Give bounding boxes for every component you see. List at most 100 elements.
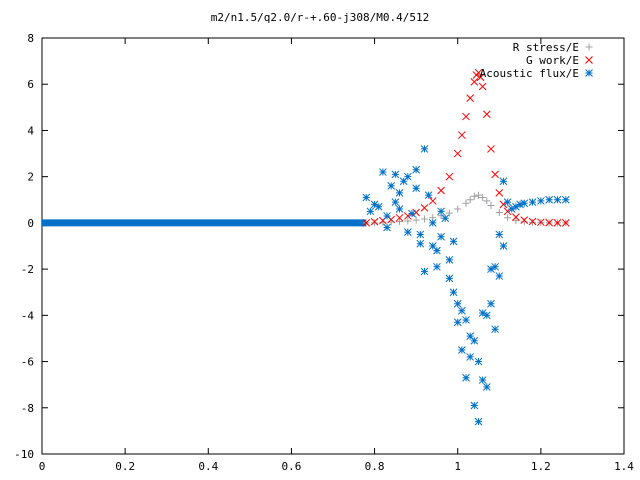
acoustic-flux-point: [491, 325, 499, 334]
acoustic-flux-point: [470, 401, 479, 410]
r-stress-point: [454, 205, 462, 213]
g-work-point: [428, 197, 437, 205]
acoustic-flux-point: [403, 228, 412, 236]
r-stress-point: [445, 209, 453, 217]
r-stress-point: [470, 192, 478, 200]
acoustic-flux-point: [437, 207, 445, 216]
acoustic-flux-point: [391, 170, 400, 179]
acoustic-flux-point: [408, 209, 416, 218]
r-stress-point: [512, 217, 520, 225]
legend-acoustic-flux-label: Acoustic flux/E: [480, 67, 579, 80]
legend-r-stress-marker: [585, 43, 593, 51]
r-stress-point: [466, 196, 474, 204]
acoustic-flux-point: [458, 346, 466, 354]
acoustic-flux-point: [366, 207, 375, 216]
acoustic-flux-point: [478, 309, 487, 317]
acoustic-flux-point: [370, 200, 379, 209]
axes: 0 0.2 0.4 0.6 0.8 1 1.2 1.4 -10 -8 -6 -4 -2 0 2 4 6 8: [14, 32, 634, 473]
acoustic-flux-point: [424, 191, 433, 200]
acoustic-flux-point: [561, 195, 570, 204]
acoustic-flux-point: [466, 353, 475, 361]
acoustic-flux-point: [453, 318, 462, 327]
acoustic-flux-point: [399, 177, 408, 186]
g-work-point: [561, 219, 570, 227]
r-stress-point: [483, 197, 491, 205]
g-work-point: [476, 73, 485, 82]
g-work-point: [462, 112, 470, 121]
r-stress-point: [495, 208, 503, 216]
acoustic-flux-point: [474, 417, 483, 426]
g-work-point: [453, 149, 462, 158]
acoustic-flux-point: [495, 272, 504, 280]
acoustic-flux-point: [512, 202, 520, 211]
acoustic-flux-point: [428, 242, 437, 250]
acoustic-flux-point: [553, 195, 562, 204]
g-work-point: [470, 78, 479, 86]
r-stress-point: [420, 215, 428, 223]
y-tick-label: 0: [27, 217, 34, 230]
r-stress-point: [529, 218, 537, 226]
g-work-point: [466, 94, 475, 102]
y-tick-label: -10: [14, 448, 34, 461]
y-tick-label: -4: [21, 309, 35, 322]
g-work-point: [520, 216, 529, 224]
acoustic-flux-point: [420, 267, 429, 276]
acoustic-flux-point: [395, 205, 404, 213]
acoustic-flux-point: [499, 242, 508, 250]
x-tick-label: 0: [39, 460, 46, 473]
r-stress-point: [504, 214, 512, 222]
g-work-point: [478, 82, 487, 91]
acoustic-flux-point: [487, 299, 495, 308]
acoustic-flux-point: [416, 230, 425, 239]
g-work-point: [487, 145, 495, 153]
acoustic-flux-point: [433, 262, 441, 271]
acoustic-flux-point: [470, 336, 479, 345]
data-marks: [42, 68, 570, 426]
acoustic-flux-point: [445, 274, 454, 283]
acoustic-flux-point: [420, 145, 429, 153]
acoustic-flux-point: [466, 332, 475, 340]
acoustic-flux-point: [412, 184, 420, 193]
g-work-point: [553, 219, 562, 227]
acoustic-flux-point: [441, 214, 450, 223]
r-stress-point: [479, 193, 487, 201]
acoustic-flux-point: [482, 311, 491, 320]
acoustic-flux-point: [487, 265, 495, 273]
legend-acoustic-flux-marker: [585, 69, 593, 77]
acoustic-flux-point: [362, 193, 371, 202]
g-work-point: [482, 110, 491, 119]
r-stress-point: [475, 191, 482, 199]
acoustic-flux-point: [383, 223, 391, 232]
acoustic-flux-point: [433, 246, 441, 255]
r-stress-point: [412, 216, 420, 224]
acoustic-flux-point: [428, 219, 437, 227]
x-tick-label: 0.8: [365, 460, 385, 473]
g-work-point: [395, 213, 404, 222]
g-work-point: [437, 186, 445, 195]
acoustic-flux-point: [379, 168, 387, 176]
g-work-point: [420, 204, 429, 212]
acoustic-flux-point: [474, 357, 483, 366]
acoustic-flux-point: [395, 188, 404, 197]
acoustic-flux-point: [416, 239, 425, 248]
acoustic-flux-point: [520, 199, 529, 208]
acoustic-flux-point: [482, 383, 491, 391]
acoustic-flux-point: [516, 200, 524, 209]
acoustic-flux-point: [403, 172, 412, 181]
g-work-point: [512, 213, 520, 221]
x-tick-label: 1: [454, 460, 461, 473]
acoustic-flux-point: [383, 212, 391, 220]
plot-frame: [41, 37, 625, 455]
r-stress-point: [487, 202, 495, 210]
acoustic-flux-point: [491, 262, 499, 271]
r-stress-point: [396, 218, 404, 226]
acoustic-flux-point: [495, 230, 504, 239]
acoustic-flux-point: [462, 316, 470, 324]
r-stress-point: [371, 219, 379, 227]
acoustic-flux-point: [374, 202, 383, 211]
acoustic-flux-point: [537, 197, 545, 205]
g-work-point: [545, 218, 554, 227]
acoustic-flux-point: [507, 205, 516, 213]
acoustic-flux-point: [449, 237, 458, 246]
